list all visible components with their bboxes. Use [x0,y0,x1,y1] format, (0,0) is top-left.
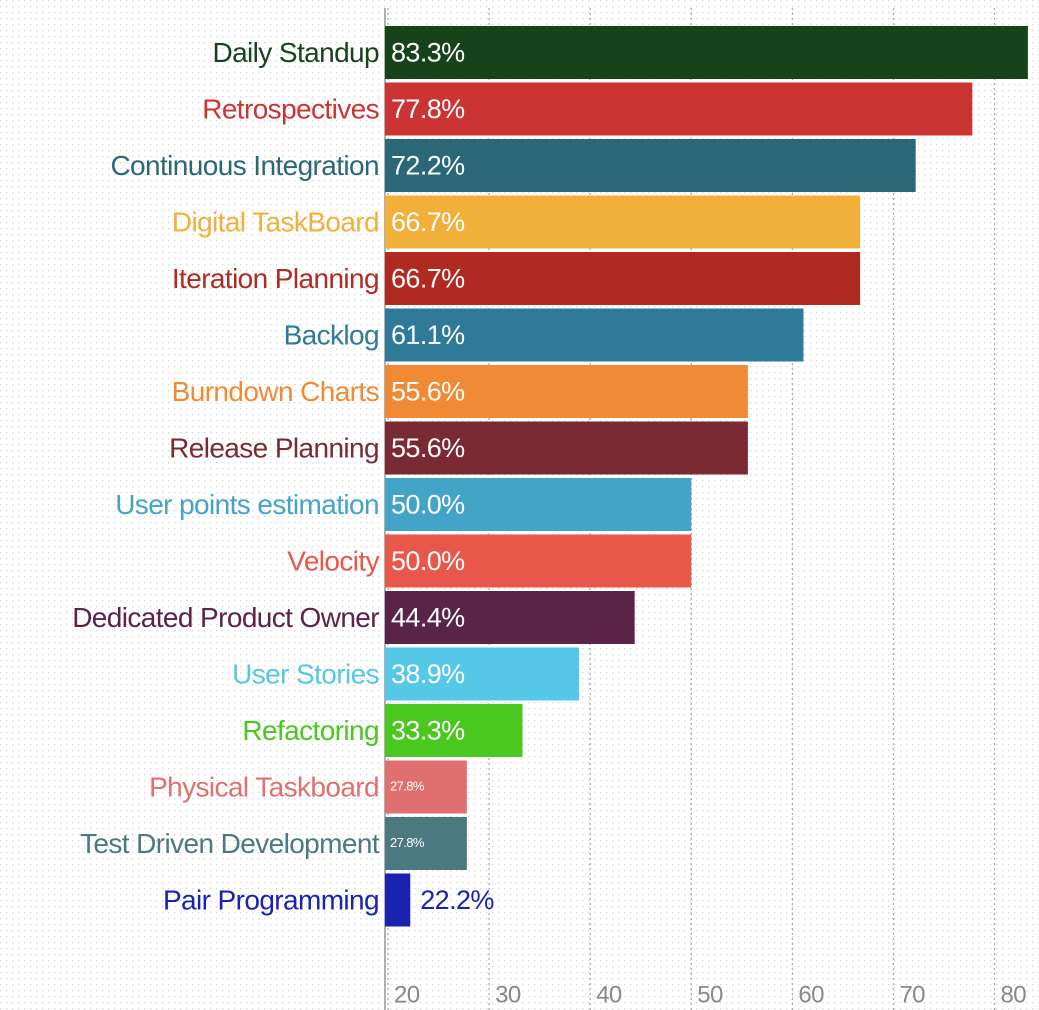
value-label: 66.7% [391,207,465,237]
bar [385,421,748,475]
bar [385,760,467,814]
x-tick-label: 60 [798,981,824,1008]
value-label: 33.3% [391,716,465,746]
bar [385,591,635,644]
category-label: Physical Taskboard [149,771,379,802]
x-tick-label: 50 [697,981,723,1008]
category-label: Pair Programming [163,884,379,915]
category-label: User points estimation [115,489,379,520]
category-label: Refactoring [242,715,379,746]
value-label: 22.2% [420,885,494,915]
bar [385,82,973,136]
bar [385,252,861,305]
category-label: Release Planning [169,432,379,463]
bar [385,308,804,362]
category-label: Retrospectives [202,93,379,124]
x-tick-label: 80 [1001,981,1027,1008]
bar [385,704,523,757]
value-label: 61.1% [391,320,465,350]
category-label: User Stories [232,658,379,689]
bar [385,647,580,701]
category-label: Digital TaskBoard [172,206,379,237]
category-label: Test Driven Development [80,828,380,859]
category-label: Dedicated Product Owner [72,602,379,633]
category-label: Velocity [287,545,379,576]
bar [385,873,411,927]
value-label: 55.6% [391,433,465,463]
value-label: 83.3% [391,38,465,68]
value-label: 27.8% [390,835,425,850]
value-label: 38.9% [391,659,465,689]
value-label: 44.4% [391,603,465,633]
bar [385,195,861,249]
bar [385,139,916,192]
value-label: 50.0% [391,546,465,576]
x-tick-label: 70 [899,981,925,1008]
value-label: 66.7% [391,264,465,294]
category-label: Continuous Integration [110,150,379,181]
bar [385,534,692,588]
category-label: Backlog [284,319,379,350]
value-label: 77.8% [391,94,465,124]
x-tick-label: 20 [394,981,420,1008]
value-label: 72.2% [391,151,465,181]
category-label: Daily Standup [212,37,379,68]
bar [385,817,467,870]
value-label: 55.6% [391,377,465,407]
bar [385,365,748,418]
x-tick-label: 40 [596,981,622,1008]
value-label: 50.0% [391,490,465,520]
x-tick-label: 30 [495,981,521,1008]
bar [385,26,1028,79]
value-label: 27.8% [390,778,425,793]
category-label: Iteration Planning [172,263,379,294]
category-label: Burndown Charts [172,376,379,407]
bar [385,478,692,531]
